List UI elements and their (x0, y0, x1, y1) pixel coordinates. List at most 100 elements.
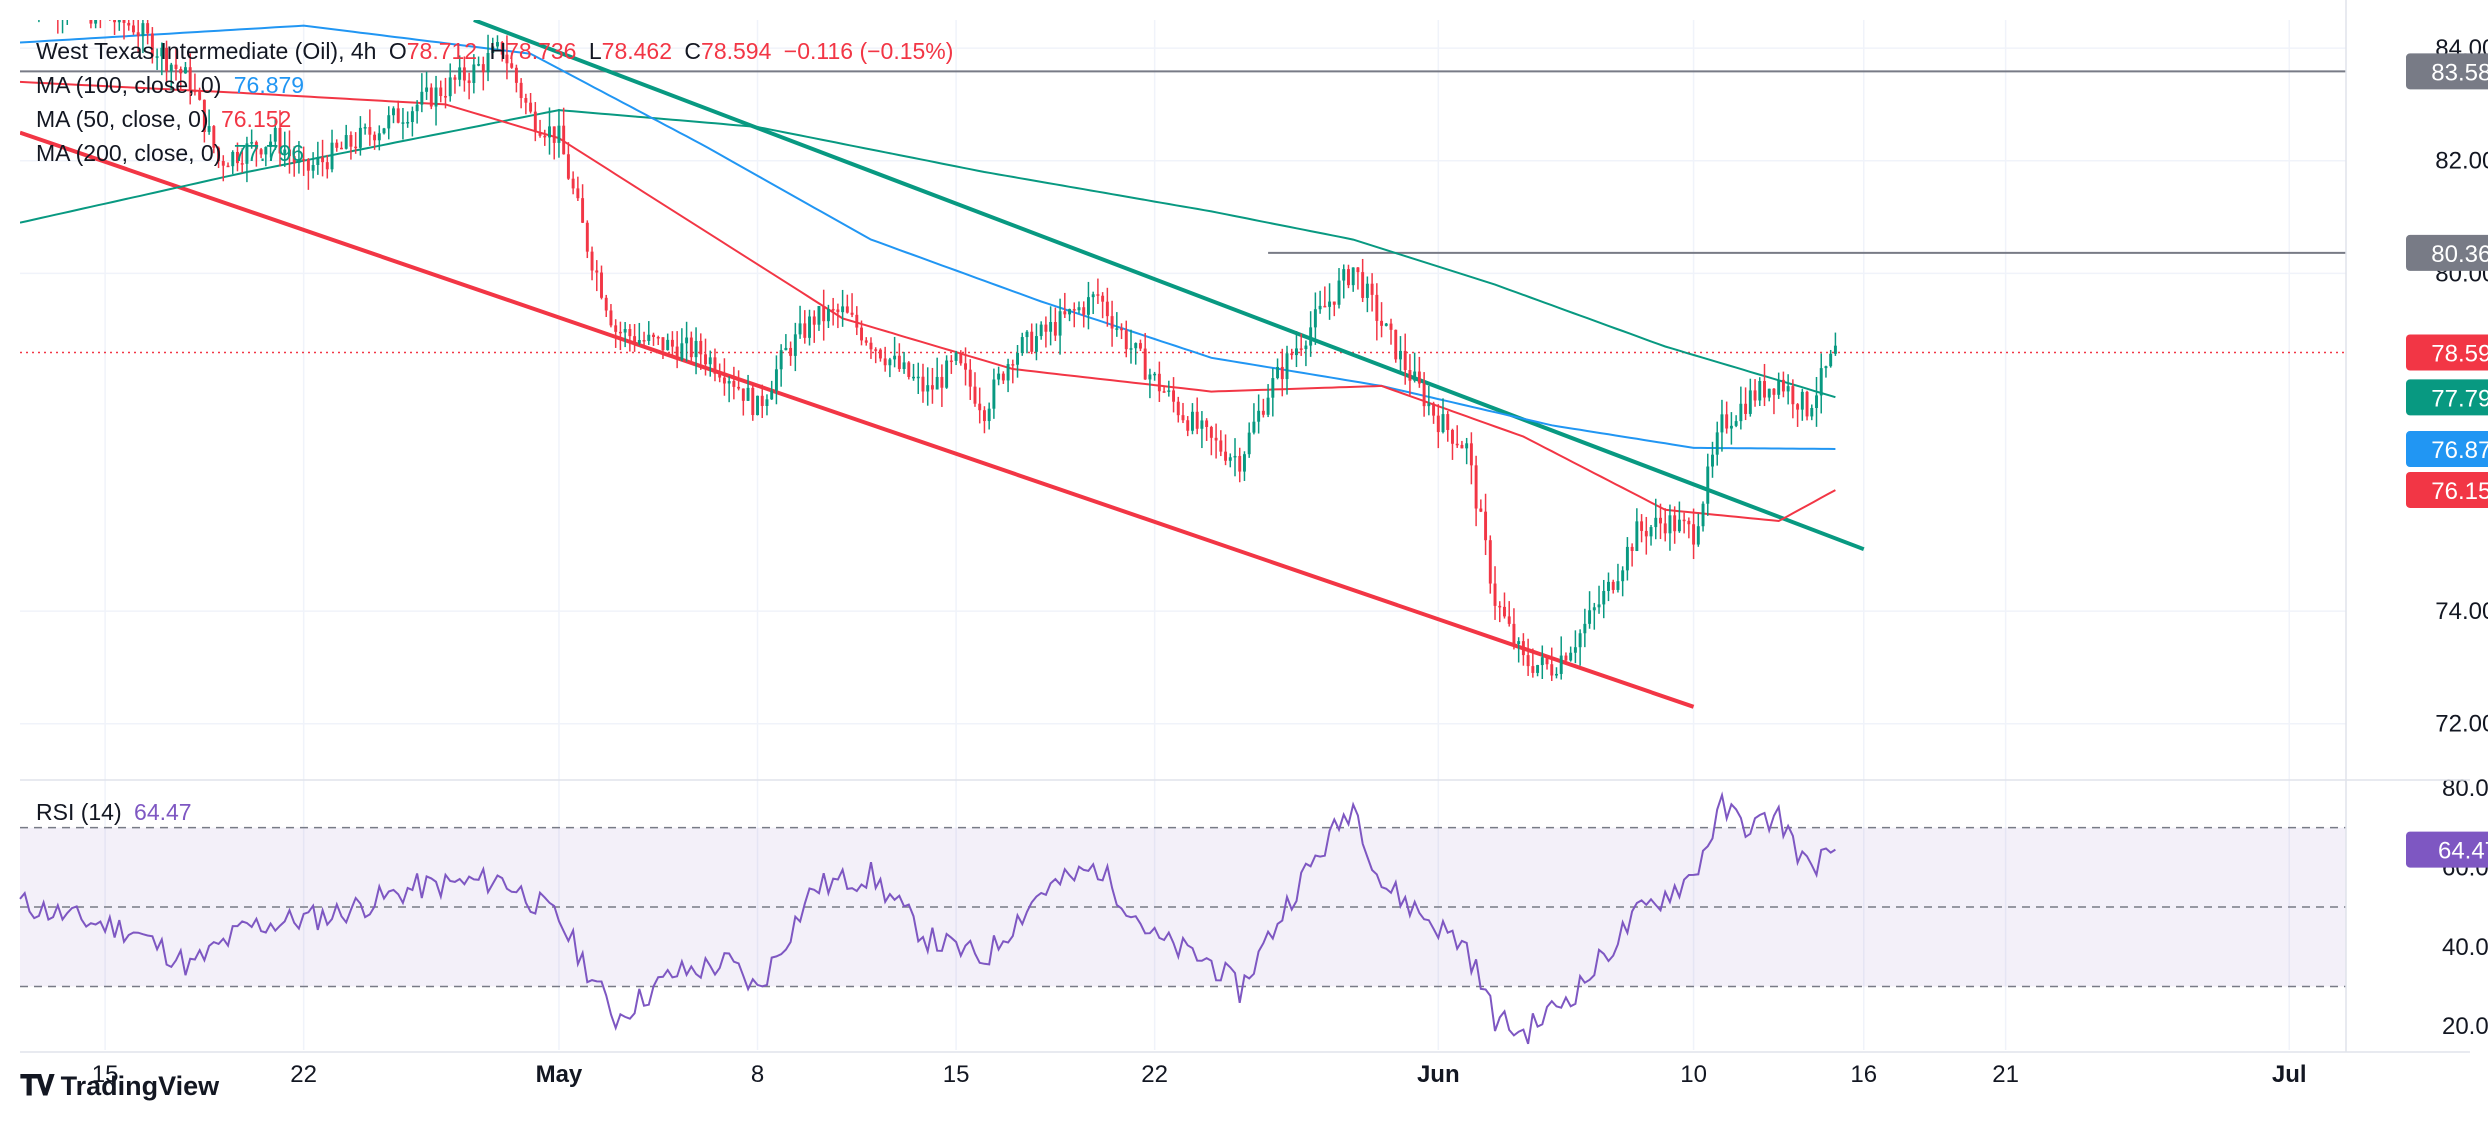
candle-body-70 (354, 146, 358, 149)
candle-body-113 (557, 125, 561, 143)
candle-body-174 (845, 306, 849, 313)
candle-40 (212, 125, 216, 154)
candle-body-111 (548, 126, 551, 138)
candle-231 (1115, 312, 1119, 337)
candle-body-25 (141, 23, 145, 37)
candle-89 (444, 77, 447, 109)
candle-82 (410, 106, 414, 137)
candle-31 (169, 62, 173, 91)
candle-35 (188, 53, 192, 105)
candle-body-262 (1261, 410, 1265, 415)
candle-296 (1422, 372, 1426, 417)
candle-376 (1800, 388, 1804, 421)
candle-6 (52, 0, 55, 10)
candle-217 (1049, 306, 1053, 346)
candle-body-45 (236, 151, 239, 164)
candle-236 (1138, 339, 1142, 352)
candle-body-215 (1039, 324, 1043, 337)
open-value: 78.712 (406, 38, 478, 64)
candle-302 (1451, 428, 1454, 460)
price-tag-bg-4 (2406, 431, 2488, 468)
candle-37 (198, 87, 202, 101)
candle-270 (1299, 333, 1303, 356)
candle-body-59 (302, 159, 306, 161)
candle-body-138 (675, 346, 679, 360)
candle-44 (231, 150, 235, 175)
candle-body-274 (1318, 305, 1322, 310)
candle-body-256 (1233, 455, 1237, 458)
tradingview-logo-icon: 𝐓𝐕 (20, 1070, 55, 1101)
candle-body-193 (935, 376, 939, 390)
candle-body-331 (1588, 610, 1592, 624)
candle-body-168 (817, 306, 821, 325)
candle-192 (930, 367, 934, 404)
candle-body-297 (1427, 403, 1431, 407)
candle-body-173 (841, 306, 845, 313)
candle-body-84 (420, 91, 424, 105)
candle-3 (38, 20, 40, 23)
candle-382 (1829, 349, 1833, 368)
legend-ma200[interactable]: MA (200, close, 0) 77.796 (36, 137, 310, 169)
price-tag-level: 80.363 (2406, 234, 2488, 271)
candle-125 (614, 319, 618, 348)
candle-body-129 (633, 336, 637, 344)
candle-317 (1521, 633, 1525, 666)
candle-349 (1673, 506, 1677, 544)
candle-61 (311, 152, 315, 179)
candle-body-360 (1725, 414, 1729, 429)
candle-body-294 (1413, 371, 1417, 381)
candle-body-243 (1172, 390, 1176, 402)
candle-250 (1205, 418, 1209, 441)
candle-body-298 (1432, 403, 1436, 416)
candle-75 (377, 125, 381, 151)
candle-body-339 (1625, 546, 1629, 571)
candle-body-77 (387, 115, 391, 129)
candle-body-196 (949, 360, 953, 363)
horizontal-levels (20, 70, 2346, 354)
price-tag-ma100: 76.879 (2406, 431, 2488, 468)
candle-body-155 (756, 395, 759, 416)
candle-303 (1455, 425, 1459, 448)
candle-184 (893, 336, 897, 368)
candle-body-289 (1389, 323, 1393, 330)
candle-163 (793, 322, 797, 372)
legend-rsi[interactable]: RSI (14) 64.47 (36, 796, 198, 828)
candle-body-71 (358, 127, 362, 148)
price-tag-price: 78.594 (2406, 334, 2488, 371)
candle-252 (1214, 423, 1218, 459)
legend-ma50[interactable]: MA (50, close, 0) 76.152 (36, 103, 297, 135)
candle-249 (1200, 411, 1204, 449)
candle-190 (921, 363, 925, 403)
candle-288 (1384, 322, 1388, 327)
candle-214 (1034, 323, 1038, 361)
candle-body-268 (1290, 353, 1294, 356)
candle-body-372 (1781, 379, 1785, 392)
price-tag-ma50: 76.152 (2406, 471, 2488, 508)
rsi-band-layer (20, 826, 2346, 988)
candle-body-211 (1020, 337, 1024, 353)
candle-body-122 (600, 272, 603, 298)
legend-ma100[interactable]: MA (100, close, 0) 76.879 (36, 69, 310, 101)
candle-body-345 (1654, 517, 1658, 528)
candle-body-123 (604, 297, 608, 311)
candle-body-370 (1772, 388, 1776, 395)
candle-215 (1039, 321, 1043, 340)
candle-body-58 (297, 159, 301, 163)
candle-body-375 (1796, 404, 1800, 410)
candle-23 (131, 20, 135, 35)
candle-247 (1190, 403, 1194, 435)
tradingview-brand[interactable]: 𝐓𝐕 TradingView (20, 1070, 219, 1103)
trendline-channel-upper (473, 20, 1865, 552)
candle-67 (340, 141, 343, 150)
candle-205 (992, 368, 996, 419)
candle-176 (855, 306, 859, 336)
candle-381 (1824, 365, 1828, 378)
candle-77 (387, 106, 391, 140)
candle-104 (514, 64, 518, 93)
price-tick-label-1: 82.000 (2435, 148, 2488, 175)
candle-body-191 (926, 385, 930, 392)
symbol-title[interactable]: West Texas Intermediate (Oil), 4h (36, 38, 377, 64)
candle-body-1 (28, 0, 31, 1)
candle-203 (982, 406, 986, 434)
